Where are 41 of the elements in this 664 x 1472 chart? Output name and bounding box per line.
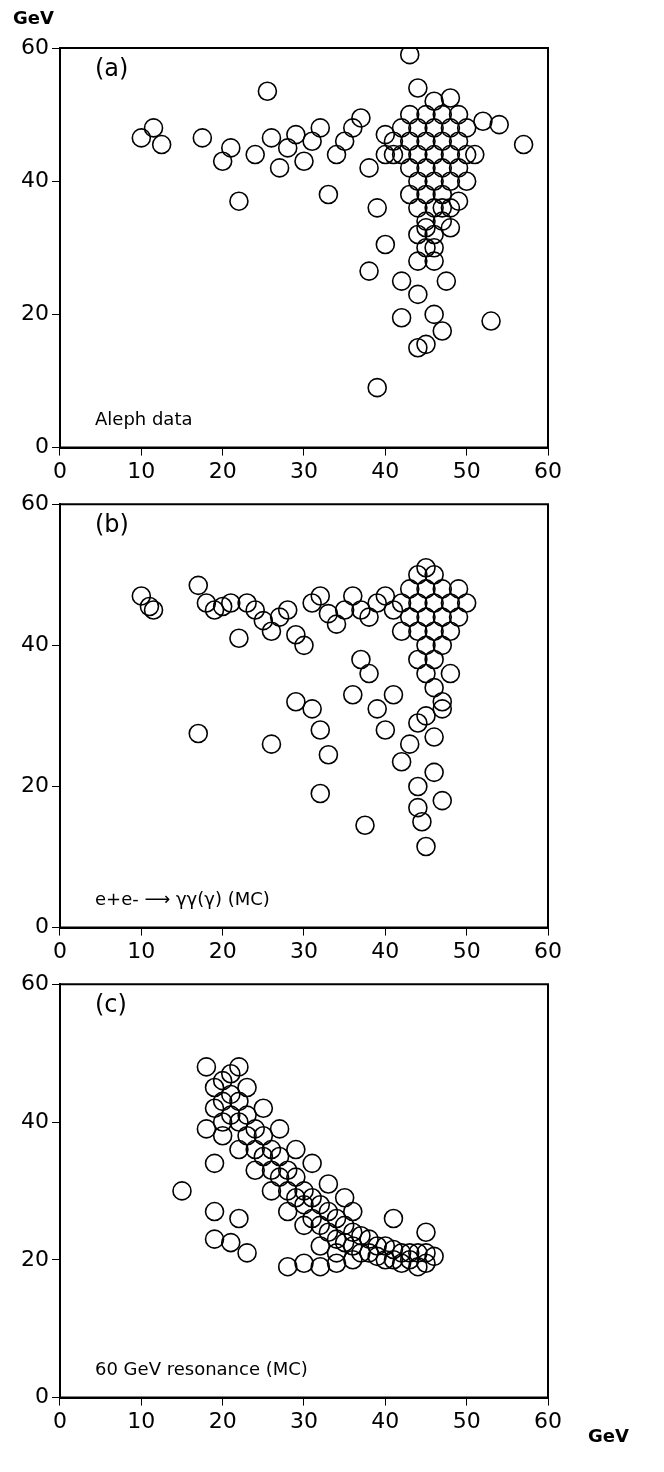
x-axis-title: GeV [588,1424,629,1446]
annotation: e+e- ⟶ γγ(γ) (MC) [94,888,270,910]
x-tick-label: 60 [534,937,562,963]
y-tick-label: 60 [20,489,49,515]
x-tick-label: 20 [208,937,237,963]
y-tick-label: 0 [34,1383,49,1409]
y-tick-label: 60 [20,33,49,59]
x-tick-label: 30 [290,937,318,963]
annotation: 60 GeV resonance (MC) [94,1358,308,1380]
x-tick-label: 30 [290,457,318,483]
annotation: Aleph data [94,408,193,430]
x-tick-label: 10 [127,457,156,483]
x-tick-label: 0 [52,937,67,963]
x-tick-label: 40 [371,1407,400,1433]
annotation: (b) [94,510,129,539]
y-tick-label: 40 [20,631,49,657]
x-tick-label: 50 [452,457,481,483]
y-tick-label: 0 [34,433,49,459]
y-tick-label: 20 [20,772,49,798]
x-tick-label: 50 [452,937,481,963]
x-tick-label: 60 [534,457,562,483]
annotation: (c) [94,990,127,1019]
y-tick-label: 60 [20,969,49,995]
y-tick-label: 20 [20,300,49,326]
x-tick-label: 30 [290,1407,318,1433]
x-tick-label: 0 [52,1407,67,1433]
y-axis-title: GeV [13,6,54,28]
y-tick-label: 40 [20,166,49,192]
x-tick-label: 60 [534,1407,562,1433]
y-tick-label: 20 [20,1245,49,1271]
x-tick-label: 10 [127,1407,156,1433]
x-tick-label: 0 [52,457,67,483]
x-tick-label: 50 [452,1407,481,1433]
x-tick-label: 40 [371,457,400,483]
annotation: (a) [94,54,129,83]
y-tick-label: 40 [20,1107,49,1133]
x-tick-label: 40 [371,937,400,963]
x-tick-label: 20 [208,457,237,483]
y-tick-label: 0 [34,913,49,939]
x-tick-label: 10 [127,937,156,963]
x-tick-label: 20 [208,1407,237,1433]
